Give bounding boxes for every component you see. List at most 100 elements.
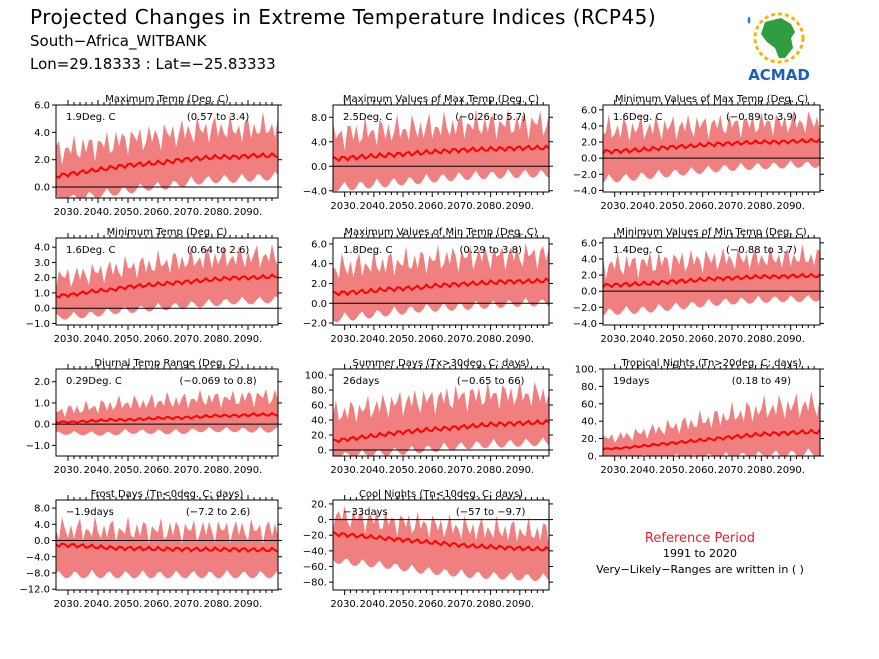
plot-frame	[332, 499, 550, 591]
ensemble-range-band	[333, 108, 549, 192]
mean-change-label: 2.5Deg. C	[343, 112, 392, 123]
x-tick-label: 2040.	[360, 201, 389, 212]
x-tick-label: 2030.	[54, 599, 83, 610]
x-tick-label: 2080.	[747, 334, 776, 345]
x-tick-label: 2070.	[447, 334, 476, 345]
plot-frame	[602, 104, 821, 193]
mean-change-label: −1.9days	[66, 507, 114, 518]
station-coordinates: Lon=29.18333 : Lat=−25.83333	[30, 55, 276, 73]
x-tick-label: 2050.	[389, 599, 418, 610]
ensemble-median-line	[602, 137, 821, 155]
x-tick-label: 2060.	[688, 201, 717, 212]
y-tick-label: 40.	[311, 416, 327, 427]
panel-title: Maximum Temp (Deg. C)	[105, 94, 229, 105]
x-tick-label: 2070.	[718, 201, 747, 212]
mean-change-label: 1.4Deg. C	[613, 245, 662, 256]
x-tick-label: 2050.	[659, 201, 688, 212]
panel-title: Minimum Values of Max Temp (Deg. C)	[615, 94, 808, 105]
x-tick-label: 2070.	[718, 334, 747, 345]
y-tick-label: −4.0	[303, 186, 327, 197]
page-title: Projected Changes in Extreme Temperature…	[30, 5, 657, 29]
reference-period-note: Very−Likely−Ranges are written in ( )	[596, 563, 804, 576]
acmad-logo: ACMAD	[735, 8, 819, 86]
ensemble-median-line	[332, 277, 550, 297]
ensemble-median-line	[55, 273, 279, 299]
y-tick-label: 0.	[317, 515, 327, 526]
panel-title: Tropical Nights (Tn>20deg. C; days)	[620, 358, 801, 369]
y-tick-label: −80.	[303, 578, 327, 589]
y-tick-label: 4.0	[34, 243, 50, 254]
x-tick-label: 2090.	[234, 465, 263, 476]
x-tick-label: 2070.	[447, 201, 476, 212]
x-tick-label: 2080.	[204, 465, 233, 476]
y-tick-label: 0.	[317, 446, 327, 457]
chart-panel-10: 8.0 4.0 0.0 −4.0 −8.0 −12.0 2030. 2040. 2050. 206…	[19, 489, 282, 610]
y-tick-label: 6.0	[34, 101, 50, 112]
x-tick-label: 2090.	[776, 334, 805, 345]
x-tick-label: 2060.	[418, 599, 447, 610]
x-tick-label: 2030.	[330, 465, 359, 476]
x-tick-label: 2050.	[659, 465, 688, 476]
y-tick-label: 100.	[575, 365, 597, 376]
y-tick-label: 6.0	[311, 239, 327, 250]
y-tick-label: 100.	[305, 371, 327, 382]
ensemble-median-line	[332, 144, 550, 163]
y-tick-label: 1.0	[34, 398, 50, 409]
y-tick-label: 0.	[587, 452, 597, 463]
panel-title: Maximum Values of Min Temp (Deg. C)	[344, 227, 537, 238]
plot-frame	[602, 237, 821, 326]
x-tick-label: 2040.	[360, 465, 389, 476]
x-tick-label: 2040.	[84, 207, 113, 218]
y-tick-label: 1.0	[34, 288, 50, 299]
ensemble-median-line	[55, 411, 279, 425]
x-tick-label: 2030.	[54, 465, 83, 476]
panel-title: Diurnal Temp Range (Deg. C)	[94, 358, 239, 369]
y-tick-label: −4.0	[573, 319, 597, 330]
likely-range-label: (0.57 to 3.4)	[187, 112, 249, 123]
x-tick-label: 2040.	[630, 334, 659, 345]
logo-text: ACMAD	[748, 66, 810, 84]
panel-title: Minimum Temp (Deg. C)	[107, 227, 228, 238]
y-tick-label: 0.0	[34, 420, 50, 431]
x-tick-label: 2080.	[476, 465, 505, 476]
africa-map-logo-icon: ACMAD	[747, 12, 810, 84]
y-tick-label: 4.0	[581, 254, 597, 265]
y-tick-label: 0.0	[34, 183, 50, 194]
panel-title: Summer Days (Tx>30deg. C; days)	[352, 358, 529, 369]
x-tick-label: 2090.	[776, 201, 805, 212]
y-tick-label: 4.0	[581, 121, 597, 132]
x-tick-label: 2040.	[630, 465, 659, 476]
mean-change-label: 1.6Deg. C	[66, 245, 115, 256]
x-tick-label: 2060.	[144, 599, 173, 610]
x-tick-label: 2060.	[144, 207, 173, 218]
ensemble-range-band	[333, 380, 549, 456]
y-tick-label: 8.0	[311, 113, 327, 124]
y-tick-label: 3.0	[34, 258, 50, 269]
x-tick-label: 2050.	[389, 465, 418, 476]
x-tick-label: 2060.	[688, 334, 717, 345]
x-tick-label: 2060.	[144, 465, 173, 476]
x-tick-label: 2070.	[174, 334, 203, 345]
y-tick-label: 20.	[311, 431, 327, 442]
y-tick-label: 6.0	[581, 105, 597, 116]
x-tick-label: 2050.	[114, 465, 143, 476]
x-tick-label: 2050.	[114, 599, 143, 610]
plot-frame	[55, 368, 279, 457]
x-tick-label: 2080.	[204, 334, 233, 345]
x-tick-label: 2080.	[476, 599, 505, 610]
x-tick-label: 2030.	[600, 201, 629, 212]
likely-range-label: (−7.2 to 2.6)	[186, 507, 250, 518]
y-tick-label: 4.0	[311, 259, 327, 270]
ensemble-range-band	[603, 110, 820, 184]
plot-frame	[55, 499, 279, 591]
x-tick-label: 2090.	[505, 465, 534, 476]
likely-range-label: (−0.89 to 3.9)	[726, 112, 797, 123]
mean-change-label: 1.6Deg. C	[613, 112, 662, 123]
y-tick-label: 60.	[311, 401, 327, 412]
y-tick-label: 0.0	[581, 287, 597, 298]
y-tick-label: 4.0	[34, 128, 50, 139]
x-tick-label: 2080.	[747, 201, 776, 212]
mean-change-label: 1.9Deg. C	[66, 112, 115, 123]
